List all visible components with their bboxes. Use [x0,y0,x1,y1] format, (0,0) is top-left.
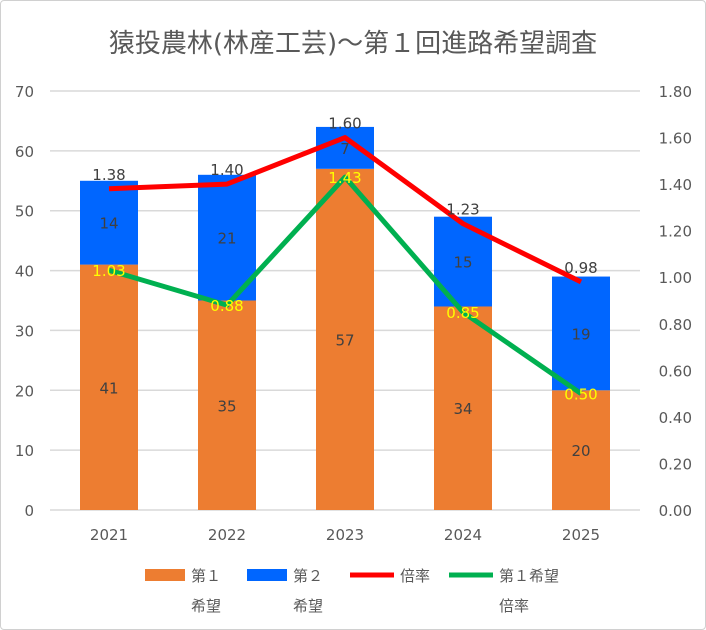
y-left-tick-label: 60 [15,143,34,161]
line-data-label: 1.40 [210,161,243,179]
bar-1 [434,306,492,510]
bar-data-label: 34 [453,400,472,418]
line-data-label: 1.43 [328,169,361,187]
legend-swatch [145,569,185,581]
y-left-tick-label: 50 [15,203,34,221]
y-left-tick-label: 0 [24,502,34,520]
y-left-tick-label: 70 [15,83,34,101]
bar-data-label: 57 [335,331,354,349]
y-right-tick-label: 0.20 [659,455,692,473]
y-right-tick-label: 1.80 [659,83,692,101]
bar-1 [316,168,374,511]
x-tick-label: 2023 [326,526,364,544]
y-left-tick-label: 40 [15,263,34,281]
bar-2 [198,174,256,301]
x-tick-label: 2025 [562,526,600,544]
bar-1 [552,390,610,510]
line-data-label: 1.60 [328,115,361,133]
line-data-label: 1.03 [92,262,125,280]
bar-2 [80,180,138,265]
legend-label: 第２ [293,567,323,585]
bar-data-label: 20 [571,442,590,460]
y-right-tick-label: 1.40 [659,176,692,194]
bar-data-label: 7 [340,140,350,158]
bar-data-label: 41 [99,379,118,397]
line-series-1 [108,135,583,285]
legend-label: 希望 [293,597,323,615]
legend-label: 倍率 [400,567,430,585]
y-right-tick-label: 0.00 [659,502,692,520]
legend-label: 第１希望 [499,567,559,585]
line-data-label: 0.88 [210,297,243,315]
legend-label: 希望 [191,597,221,615]
bar-2 [552,276,610,391]
y-left-tick-label: 30 [15,322,34,340]
y-right-tick-label: 0.80 [659,316,692,334]
y-right-tick-label: 1.20 [659,223,692,241]
bar-data-label: 35 [217,397,236,415]
line-data-label: 0.50 [564,386,597,404]
y-left-tick-label: 10 [15,442,34,460]
bar-data-label: 15 [453,254,472,272]
line-data-label: 1.38 [92,166,125,184]
legend-swatch [247,569,287,581]
bar-data-label: 14 [99,215,118,233]
legend-label: 倍率 [499,597,529,615]
y-right-tick-label: 1.60 [659,130,692,148]
x-tick-label: 2024 [444,526,482,544]
line-data-label: 0.98 [564,259,597,277]
line-series-2 [108,174,583,396]
line-data-label: 1.23 [446,201,479,219]
bar-1 [80,264,138,510]
bar-1 [198,300,256,510]
legend-label: 第１ [191,567,221,585]
line-data-label: 0.85 [446,304,479,322]
x-tick-label: 2022 [208,526,246,544]
bar-data-label: 19 [571,325,590,343]
x-tick-label: 2021 [90,526,128,544]
y-left-tick-label: 20 [15,382,34,400]
chart-title: 猿投農林(林産工芸)～第１回進路希望調査 [109,29,597,59]
y-right-tick-label: 0.60 [659,362,692,380]
bar-data-label: 21 [217,230,236,248]
y-right-tick-label: 0.40 [659,409,692,427]
y-right-tick-label: 1.00 [659,269,692,287]
